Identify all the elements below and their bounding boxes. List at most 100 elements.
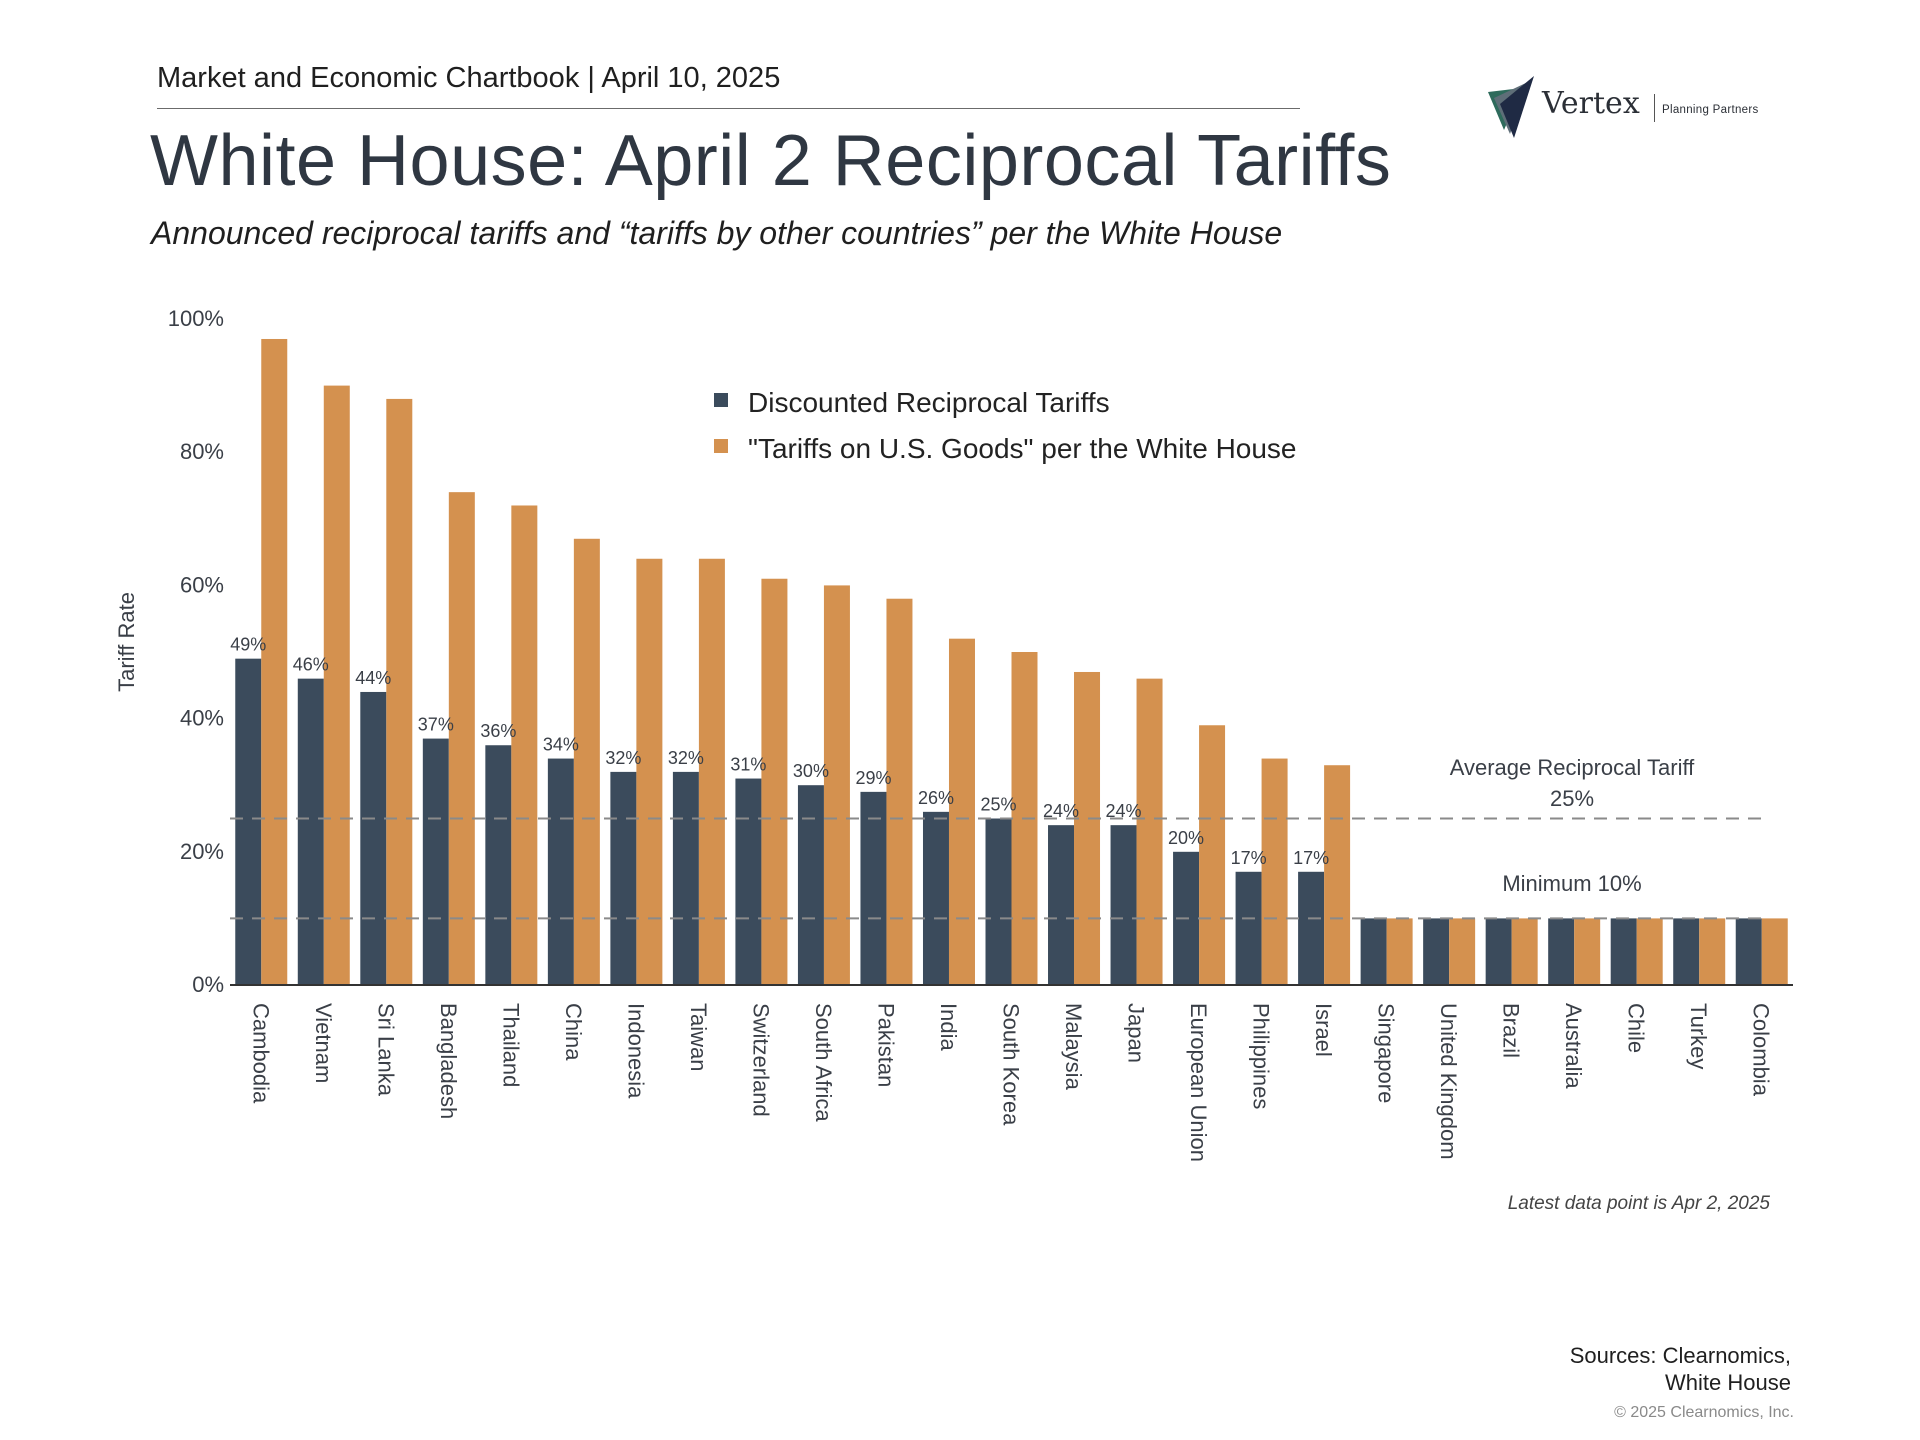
bar-discounted <box>1048 825 1075 985</box>
sources-line-2: White House <box>1665 1370 1791 1395</box>
bar-white-house <box>1136 678 1163 985</box>
bar-discounted <box>985 818 1012 985</box>
bar-discounted <box>1735 918 1762 985</box>
y-tick-label: 40% <box>180 706 224 731</box>
category-label: Switzerland <box>748 1003 773 1117</box>
category-label: China <box>561 1003 586 1061</box>
bar-white-house <box>761 578 788 985</box>
minimum-line-label: Minimum 10% <box>1502 871 1641 896</box>
legend-swatch-white-house <box>714 439 728 453</box>
copyright: © 2025 Clearnomics, Inc. <box>1614 1404 1794 1421</box>
category-label: Japan <box>1124 1003 1149 1063</box>
data-label: 32% <box>605 748 641 768</box>
category-label: South Korea <box>999 1003 1024 1126</box>
vertex-chevron-icon <box>1488 76 1534 138</box>
data-label: 37% <box>418 715 454 735</box>
bar-discounted <box>297 678 324 985</box>
y-tick-label: 60% <box>180 572 224 597</box>
bar-white-house <box>261 338 288 986</box>
bar-discounted <box>1235 871 1262 985</box>
bar-white-house <box>323 385 350 986</box>
category-label: Turkey <box>1686 1003 1711 1069</box>
data-label: 20% <box>1168 828 1204 848</box>
category-label: United Kingdom <box>1436 1003 1461 1160</box>
data-label: 31% <box>730 755 766 775</box>
category-label: Malaysia <box>1061 1003 1086 1091</box>
latest-data-note: Latest data point is Apr 2, 2025 <box>1507 1193 1770 1214</box>
data-label: 44% <box>355 668 391 688</box>
header-divider <box>157 108 1300 109</box>
data-label: 36% <box>480 721 516 741</box>
bar-discounted <box>235 658 262 985</box>
category-label: Thailand <box>498 1003 523 1087</box>
bar-white-house <box>1199 725 1226 985</box>
y-tick-label: 0% <box>192 972 224 997</box>
bar-white-house <box>1761 918 1788 985</box>
vertex-logo: Vertex Planning Partners <box>1488 74 1788 140</box>
logo-wordmark: Vertex <box>1542 86 1640 121</box>
category-label: Cambodia <box>248 1003 273 1104</box>
data-label: 17% <box>1231 848 1267 868</box>
data-label: 30% <box>793 761 829 781</box>
bar-discounted <box>860 791 887 985</box>
legend-label-discounted: Discounted Reciprocal Tariffs <box>748 387 1110 418</box>
logo-tagline: Planning Partners <box>1662 104 1759 116</box>
bar-white-house <box>1074 671 1101 985</box>
data-label: 32% <box>668 748 704 768</box>
bar-discounted <box>735 778 762 985</box>
category-label: Taiwan <box>686 1003 711 1071</box>
bar-white-house <box>636 558 663 985</box>
bar-discounted <box>922 811 949 985</box>
data-label: 24% <box>1043 801 1079 821</box>
category-label: Sri Lanka <box>373 1003 398 1097</box>
data-label: 24% <box>1106 801 1142 821</box>
average-line-value: 25% <box>1550 786 1594 811</box>
bar-discounted <box>1610 918 1637 985</box>
y-tick-label: 100% <box>168 306 224 331</box>
logo-separator <box>1654 94 1655 122</box>
bar-discounted <box>1548 918 1575 985</box>
bar-discounted <box>1110 825 1137 985</box>
average-line-label: Average Reciprocal Tariff <box>1450 755 1695 780</box>
bar-white-house <box>698 558 725 985</box>
bar-white-house <box>511 505 538 985</box>
page-subtitle: Announced reciprocal tariffs and “tariff… <box>151 215 1283 251</box>
chartbook-header: Market and Economic Chartbook | April 10… <box>157 62 781 94</box>
category-label: India <box>936 1003 961 1051</box>
bar-discounted <box>360 691 387 985</box>
bar-discounted <box>797 785 824 985</box>
bar-white-house <box>1261 758 1288 985</box>
bar-discounted <box>1485 918 1512 985</box>
bar-white-house <box>823 585 850 985</box>
legend-swatch-discounted <box>714 393 728 407</box>
y-axis-label: Tariff Rate <box>114 592 139 692</box>
category-label: European Union <box>1186 1003 1211 1162</box>
data-label: 34% <box>543 735 579 755</box>
category-label: Philippines <box>1249 1003 1274 1109</box>
category-label: Singapore <box>1374 1003 1399 1103</box>
data-label: 26% <box>918 788 954 808</box>
bar-white-house <box>1636 918 1663 985</box>
data-label: 46% <box>293 655 329 675</box>
bar-white-house <box>1386 918 1413 985</box>
bar-white-house <box>948 638 975 985</box>
bar-white-house <box>886 598 913 985</box>
category-label: Vietnam <box>311 1003 336 1083</box>
bar-white-house <box>386 398 413 985</box>
category-label: South Africa <box>811 1003 836 1122</box>
bar-white-house <box>1449 918 1476 985</box>
category-label: Indonesia <box>623 1003 648 1099</box>
bar-white-house <box>1574 918 1601 985</box>
bar-discounted <box>1673 918 1700 985</box>
bar-white-house <box>573 538 600 985</box>
bar-discounted <box>1298 871 1325 985</box>
bar-discounted <box>672 771 699 985</box>
bar-discounted <box>422 738 449 985</box>
bar-white-house <box>1324 765 1351 985</box>
category-label: Brazil <box>1499 1003 1524 1058</box>
sources-line-1: Sources: Clearnomics, <box>1569 1343 1791 1368</box>
category-label: Colombia <box>1749 1003 1774 1097</box>
bar-white-house <box>1699 918 1726 985</box>
sources: Sources: Clearnomics, White House <box>1570 1342 1791 1396</box>
